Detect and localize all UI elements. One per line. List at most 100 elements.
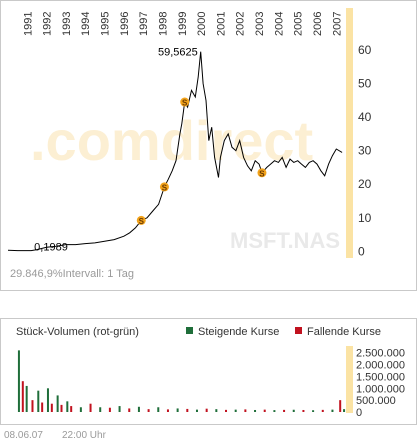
volume-bar [321, 409, 324, 412]
volume-bar [195, 409, 198, 412]
volume-bar [244, 409, 247, 412]
y-tick-label: 40 [358, 110, 372, 124]
volume-bar [60, 404, 63, 412]
volume-bar [205, 408, 208, 412]
split-marker-label: S [162, 183, 168, 192]
performance-value: 29.846,9% [10, 268, 63, 280]
volume-bar [225, 409, 228, 412]
x-tick-label: 2001 [215, 12, 227, 36]
volume-bar [215, 409, 218, 412]
volume-bar [147, 409, 150, 412]
x-tick-label: 2005 [293, 12, 305, 36]
legend-falling-swatch [295, 327, 302, 334]
volume-bar [118, 406, 121, 412]
performance-interval-text: 29.846,9%Intervall: 1 Tag [10, 268, 134, 280]
x-tick-label: 1999 [177, 12, 189, 36]
volume-chart: 0500.0001.000.0001.500.0002.000.0002.500… [17, 346, 405, 419]
volume-bar [186, 408, 189, 412]
volume-bar [157, 407, 160, 412]
volume-bar [70, 406, 73, 412]
volume-bar [50, 403, 53, 412]
price-line [7, 51, 343, 252]
volume-bar [31, 400, 34, 412]
y-tick-label: 20 [358, 177, 372, 191]
y-tick-label: 50 [358, 77, 372, 91]
volume-bar [339, 400, 342, 412]
volume-bar [25, 385, 28, 412]
volume-bar [302, 409, 305, 412]
price-accent-band [346, 8, 353, 258]
volume-y-tick-label: 1.500.000 [356, 371, 405, 383]
legend-falling-label: Fallende Kurse [307, 326, 381, 338]
volume-bar [128, 408, 131, 412]
volume-bar [41, 402, 44, 412]
x-tick-label: 1991 [22, 12, 34, 36]
volume-accent-band [346, 346, 353, 413]
split-marker-label: S [182, 99, 188, 108]
x-tick-label: 1995 [100, 12, 112, 36]
volume-bar [263, 409, 266, 412]
x-tick-label: 2004 [273, 12, 285, 36]
volume-bar [176, 408, 179, 412]
y-tick-label: 10 [358, 211, 372, 225]
split-marker [159, 182, 169, 192]
x-tick-label: 1997 [138, 12, 150, 36]
x-tick-label: 2003 [254, 12, 266, 36]
volume-bar [283, 409, 286, 412]
x-tick-label: 1993 [61, 12, 73, 36]
volume-bar [312, 410, 315, 412]
split-marker [136, 215, 146, 225]
volume-bar [66, 401, 69, 412]
symbol-watermark: MSFT.NAS [230, 228, 340, 253]
volume-bar [37, 390, 40, 412]
volume-y-tick-label: 500.000 [356, 395, 396, 407]
volume-bar [46, 388, 49, 412]
volume-y-tick-label: 2.000.000 [356, 360, 405, 372]
volume-bar [343, 409, 346, 412]
volume-bar [108, 407, 111, 412]
y-tick-label: 30 [358, 144, 372, 158]
volume-bar [21, 381, 24, 412]
volume-bar [79, 407, 82, 412]
volume-bar [254, 409, 257, 412]
price-annotation: 0,1989 [34, 242, 68, 254]
footer-time: 22:00 Uhr [62, 430, 106, 441]
split-marker-label: S [259, 169, 265, 178]
split-marker [257, 168, 267, 178]
x-tick-label: 2007 [331, 12, 343, 36]
split-marker [180, 97, 190, 107]
x-tick-label: 1992 [42, 12, 54, 36]
legend-rising-swatch [186, 327, 193, 334]
volume-bar [292, 409, 295, 412]
volume-title: Stück-Volumen (rot-grün) [16, 326, 139, 338]
volume-bar [17, 350, 20, 412]
volume-bar [166, 409, 169, 412]
x-tick-label: 1996 [119, 12, 131, 36]
legend-rising-label: Steigende Kurse [198, 326, 280, 338]
split-marker-label: S [139, 217, 145, 226]
legend-falling: Fallende Kurse [295, 326, 381, 338]
volume-y-tick-label: 1.000.000 [356, 383, 405, 395]
x-tick-label: 2002 [235, 12, 247, 36]
price-annotation: 59,5625 [158, 47, 198, 59]
interval-label: Intervall: 1 Tag [62, 268, 134, 280]
volume-y-tick-label: 0 [356, 407, 362, 419]
volume-bar [89, 403, 92, 412]
x-tick-label: 2006 [312, 12, 324, 36]
volume-bar [273, 410, 276, 412]
price-chart: .comdirect MSFT.NAS 0 10 20 30 40 50 60 1991 1992 1… [7, 8, 372, 258]
y-tick-label: 0 [358, 244, 365, 258]
volume-bar [99, 407, 102, 412]
volume-y-tick-label: 2.500.000 [356, 348, 405, 360]
volume-bar [56, 395, 59, 412]
legend-rising: Steigende Kurse [186, 326, 279, 338]
volume-bar [234, 409, 237, 412]
volume-bar [331, 409, 334, 412]
watermark-text: .comdirect [30, 109, 313, 172]
x-tick-label: 2000 [196, 12, 208, 36]
volume-bar [137, 406, 140, 412]
x-tick-label: 1994 [80, 12, 92, 36]
y-tick-label: 60 [358, 43, 372, 57]
footer-date: 08.06.07 [4, 430, 43, 441]
x-tick-label: 1998 [157, 12, 169, 36]
